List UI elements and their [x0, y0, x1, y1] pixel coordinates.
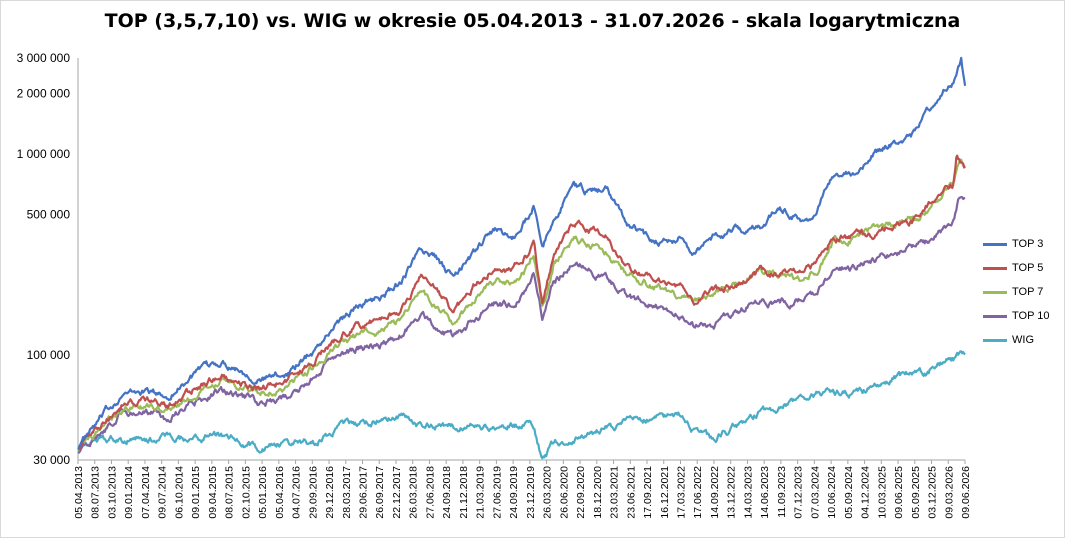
x-tick-label: 09.01.2014 — [123, 466, 135, 519]
series-line-wig — [77, 350, 966, 460]
x-tick-label: 23.12.2019 — [525, 466, 537, 519]
x-tick-label: 09.06.2026 — [960, 466, 972, 519]
x-tick-label: 29.06.2017 — [358, 466, 370, 519]
x-tick-label: 26.06.2020 — [558, 466, 570, 519]
x-tick-label: 05.04.2013 — [73, 466, 85, 519]
series-line-top5 — [77, 154, 966, 451]
x-tick-label: 05.01.2016 — [257, 466, 269, 519]
x-tick-label: 17.09.2021 — [642, 466, 654, 519]
y-tick-label: 500 000 — [27, 207, 71, 221]
legend-label-top7: TOP 7 — [1012, 286, 1044, 298]
legend-item-top10: TOP 10 — [983, 304, 1050, 328]
legend-swatch-top7 — [983, 290, 1007, 294]
x-tick-label: 07.12.2023 — [793, 466, 805, 519]
x-tick-label: 27.06.2018 — [424, 466, 436, 519]
x-tick-label: 21.12.2018 — [458, 466, 470, 519]
legend-swatch-wig — [983, 338, 1007, 342]
x-tick-label: 10.03.2025 — [876, 466, 888, 519]
x-tick-label: 27.06.2019 — [491, 466, 503, 519]
legend-swatch-top3 — [983, 242, 1007, 246]
x-tick-label: 23.03.2021 — [609, 466, 621, 519]
x-tick-label: 24.09.2018 — [441, 466, 453, 519]
x-tick-label: 03.10.2013 — [106, 466, 118, 519]
x-tick-label: 09.04.2015 — [207, 466, 219, 519]
x-tick-label: 26.03.2020 — [542, 466, 554, 519]
y-tick-label: 30 000 — [33, 453, 70, 467]
x-tick-label: 09.06.2025 — [893, 466, 905, 519]
chart-legend: TOP 3 TOP 5 TOP 7 TOP 10 WIG — [983, 232, 1050, 352]
x-tick-label: 04.07.2016 — [291, 466, 303, 519]
x-tick-label: 29.12.2016 — [324, 466, 336, 519]
series-line-top10 — [77, 196, 966, 454]
x-tick-label: 16.12.2021 — [659, 466, 671, 519]
x-tick-label: 09.07.2014 — [157, 466, 169, 519]
x-tick-label: 08.07.2015 — [224, 466, 236, 519]
x-tick-label: 21.03.2019 — [475, 466, 487, 519]
x-tick-label: 04.12.2024 — [860, 466, 872, 519]
x-tick-label: 10.06.2024 — [826, 466, 838, 519]
x-tick-label: 22.12.2017 — [391, 466, 403, 519]
chart-title: TOP (3,5,7,10) vs. WIG w okresie 05.04.2… — [104, 10, 961, 32]
x-tick-label: 14.09.2022 — [709, 466, 721, 519]
x-tick-label: 07.03.2024 — [809, 466, 821, 519]
x-tick-label: 06.10.2014 — [173, 466, 185, 519]
x-tick-label: 14.03.2023 — [742, 466, 754, 519]
x-tick-label: 07.04.2014 — [140, 466, 152, 519]
x-tick-label: 17.03.2022 — [675, 466, 687, 519]
legend-item-top5: TOP 5 — [983, 256, 1050, 280]
x-tick-label: 22.09.2020 — [575, 466, 587, 519]
y-tick-label: 2 000 000 — [17, 86, 71, 100]
y-tick-label: 3 000 000 — [17, 51, 71, 65]
legend-label-top10: TOP 10 — [1012, 310, 1050, 322]
x-tick-label: 28.03.2017 — [341, 466, 353, 519]
x-tick-label: 02.10.2015 — [240, 466, 252, 519]
y-tick-label: 1 000 000 — [17, 147, 71, 161]
legend-item-wig: WIG — [983, 328, 1050, 352]
x-tick-label: 13.12.2022 — [726, 466, 738, 519]
y-tick-label: 100 000 — [27, 348, 71, 362]
legend-item-top7: TOP 7 — [983, 280, 1050, 304]
x-tick-label: 05.09.2024 — [843, 466, 855, 519]
x-tick-label: 26.03.2018 — [408, 466, 420, 519]
legend-label-wig: WIG — [1012, 334, 1034, 346]
legend-swatch-top10 — [983, 314, 1007, 318]
x-tick-label: 29.09.2016 — [307, 466, 319, 519]
legend-label-top5: TOP 5 — [1012, 262, 1044, 274]
x-tick-label: 09.03.2026 — [943, 466, 955, 519]
x-tick-label: 09.01.2015 — [190, 466, 202, 519]
legend-swatch-top5 — [983, 266, 1007, 270]
x-tick-label: 18.12.2020 — [592, 466, 604, 519]
x-tick-label: 17.06.2022 — [692, 466, 704, 519]
x-tick-label: 08.07.2013 — [90, 466, 102, 519]
x-tick-label: 24.09.2019 — [508, 466, 520, 519]
x-tick-label: 03.12.2025 — [927, 466, 939, 519]
x-tick-label: 14.06.2023 — [759, 466, 771, 519]
series-line-top7 — [77, 158, 966, 452]
legend-label-top3: TOP 3 — [1012, 238, 1044, 250]
x-tick-label: 26.09.2017 — [374, 466, 386, 519]
x-tick-label: 05.04.2016 — [274, 466, 286, 519]
x-tick-label: 11.09.2023 — [776, 466, 788, 518]
series-line-top3 — [77, 56, 967, 450]
x-tick-label: 23.06.2021 — [625, 466, 637, 519]
x-tick-label: 05.09.2025 — [910, 466, 922, 519]
legend-item-top3: TOP 3 — [983, 232, 1050, 256]
